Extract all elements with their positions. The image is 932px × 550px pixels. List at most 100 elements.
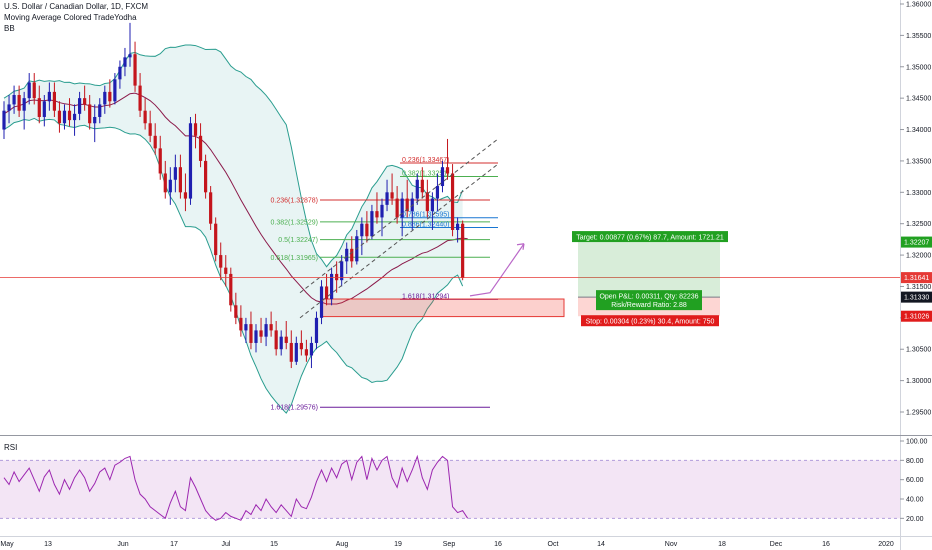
candle-body [445,167,450,174]
time-tick-label: 16 [494,541,502,548]
time-tick-label: 17 [170,541,178,548]
candle-body [42,101,46,117]
price-axis-label-bg [901,272,932,284]
candle-body [274,330,278,350]
price-axis-label-bg [901,310,932,322]
rsi-indicator-label[interactable]: RSI [4,443,18,452]
stop-label-bg [581,315,719,327]
rsi-line [3,454,469,521]
candle-body [78,98,82,114]
candle-body [2,110,6,130]
rsi-tick-label: 40.00 [906,497,924,504]
candle-body [224,267,228,274]
price-axis-label: 1.31330 [904,295,929,302]
time-tick-label: 15 [270,541,278,548]
candle-body [57,110,62,124]
rsi-tick-label: 60.00 [906,477,924,484]
price-tick-label: 1.31500 [906,284,931,291]
time-tick-label: Jul [222,541,231,548]
bollinger-lower [3,117,464,414]
candle-body [289,342,293,362]
candle-body [7,104,11,111]
candle-body [380,204,384,218]
fib-level-label: 0.382(1.32529) [271,219,318,226]
pnl-label: Open P&L: 0.00311, Qty: 82236 [599,294,698,301]
candle-body [309,342,314,356]
target-label-bg [572,231,728,243]
candle-body [299,342,303,350]
fib-level-label: 0.382(1.33251) [402,171,449,178]
candle-body [345,248,349,262]
target-label: Target: 0.00877 (0.67%) 87.7, Amount: 17… [576,235,724,242]
time-tick-label: May [0,541,14,548]
candle-body [108,91,112,102]
price-axis-label: 1.32207 [904,240,929,247]
price-tick-label: 1.30000 [906,378,931,385]
candle-body [32,82,36,99]
candle-body [415,179,419,199]
price-axis-label: 1.31641 [904,275,929,282]
fib-level-label: 1.618(1.29576) [271,405,318,412]
candle-body [410,198,414,212]
candle-body [314,317,319,343]
candle-body [173,167,177,180]
stop-label: Stop: 0.00304 (0.23%) 30.4, Amount: 750 [586,319,715,326]
candle-body [395,198,399,218]
candle-body [62,110,67,124]
candle-body [153,135,157,149]
candle-body [425,192,429,212]
price-axis-label-bg [901,236,932,248]
candle-body [365,223,369,237]
time-tick-label: Aug [336,541,349,548]
position-target-zone [578,242,720,298]
candle-body [269,324,273,331]
candle-body [148,123,152,136]
candle-body [335,273,339,281]
candle-body [168,179,172,193]
candle-body [284,336,288,343]
time-tick-label: Nov [665,541,678,548]
time-tick-label: 13 [44,541,52,548]
price-axis-label-bg [901,291,932,303]
candle-body [254,330,258,343]
bb-indicator-label[interactable]: BB [4,24,15,33]
candle-body [22,98,26,111]
candle-body [324,286,329,300]
price-tick-label: 1.33500 [906,158,931,165]
candle-body [279,336,283,350]
candle-body [178,167,182,193]
candle-body [440,167,445,187]
time-tick-label: Oct [548,541,559,548]
time-tick-label: Jun [117,541,128,548]
time-tick-label: 18 [718,541,726,548]
candle-body [163,173,167,193]
candle-body [375,211,379,218]
price-tick-label: 1.32000 [906,253,931,260]
price-tick-label: 1.33000 [906,190,931,197]
candle-body [12,95,16,105]
candle-body [319,286,324,318]
candle-body [158,148,162,174]
fib-level-label: 1.618(1.31294) [402,293,449,300]
price-axis-label: 1.31026 [904,314,929,321]
candle-body [37,98,41,117]
fib-level-label: 0.618(1.31965) [271,255,318,262]
fib-level-label: 0.886(1.32440) [402,221,449,228]
candle-body [405,198,409,212]
candle-body [219,255,223,268]
candle-body [138,85,142,111]
risk-reward-label: Risk/Reward Ratio: 2.88 [611,302,687,309]
candle-body [214,223,218,256]
candle-body [350,248,354,262]
candle-body [183,192,188,199]
candle-body [188,123,193,199]
ma-indicator-label[interactable]: Moving Average Colored TradeYodha [4,13,137,22]
candle-body [430,198,434,212]
candle-body [244,324,248,331]
candle-body [435,186,440,199]
candle-body [198,135,203,161]
candle-body [450,173,455,230]
bollinger-upper [3,44,464,268]
candle-body [143,110,147,124]
